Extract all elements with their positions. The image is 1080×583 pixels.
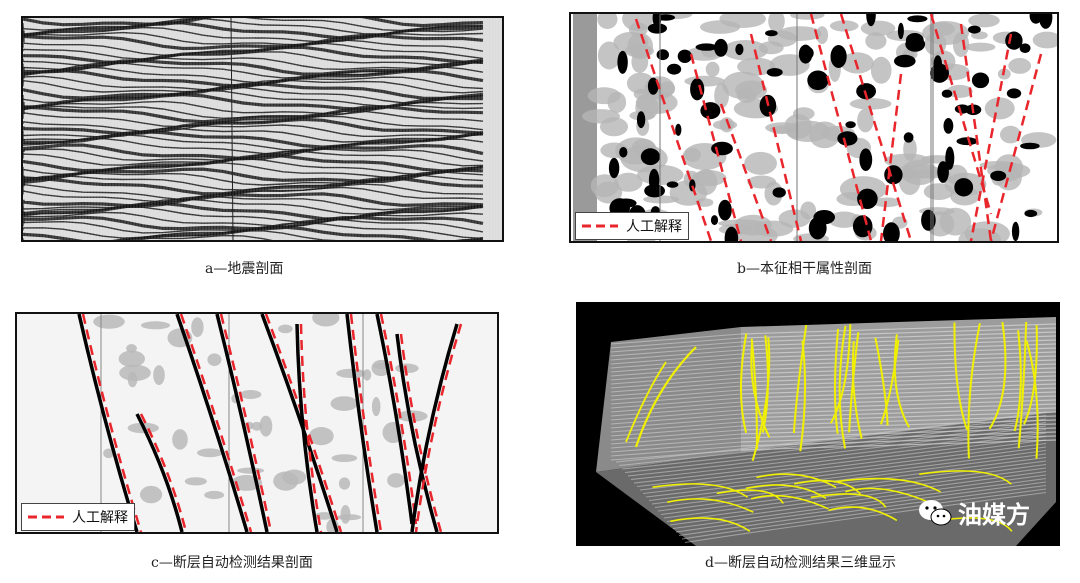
fault-detection-image — [17, 314, 497, 532]
legend-b-label: 人工解释 — [626, 219, 682, 235]
panel-d-3d-display: 油媒方 — [576, 302, 1060, 546]
caption-a: a—地震剖面 — [205, 261, 284, 277]
caption-c: c—断层自动检测结果剖面 — [151, 555, 313, 571]
legend-b: 人工解释 — [575, 212, 689, 240]
coherence-image — [571, 14, 1057, 241]
dashed-line-swatch — [28, 515, 64, 519]
panel-b-coherence-section: 人工解释 — [569, 12, 1059, 243]
caption-b: b—本征相干属性剖面 — [737, 261, 872, 277]
legend-c: 人工解释 — [21, 503, 135, 531]
panel-a-seismic-section — [21, 16, 504, 242]
seismic-image — [23, 18, 502, 240]
dashed-line-swatch — [582, 224, 618, 228]
wechat-icon — [919, 499, 952, 525]
watermark-text: 油媒方 — [958, 501, 1030, 529]
legend-c-label: 人工解释 — [72, 510, 128, 526]
panel-c-fault-detection-section: 人工解释 — [15, 312, 499, 534]
caption-d: d—断层自动检测结果三维显示 — [705, 555, 896, 571]
watermark: 油媒方 — [918, 495, 1030, 530]
